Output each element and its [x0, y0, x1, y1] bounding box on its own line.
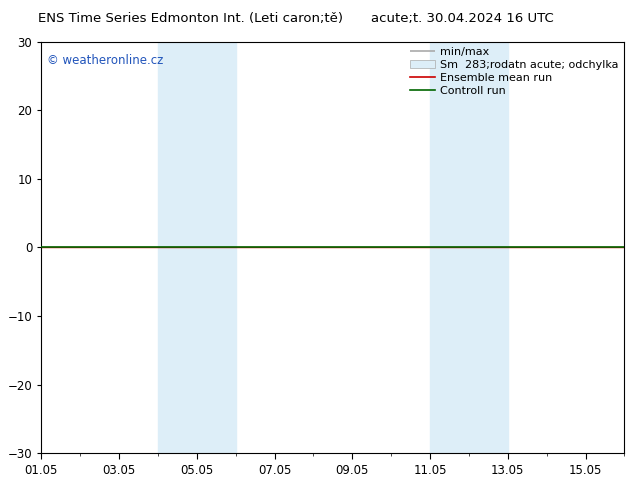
Text: acute;t. 30.04.2024 16 UTC: acute;t. 30.04.2024 16 UTC — [372, 12, 554, 25]
Legend: min/max, Sm  283;rodatn acute; odchylka, Ensemble mean run, Controll run: min/max, Sm 283;rodatn acute; odchylka, … — [407, 44, 622, 99]
Text: ENS Time Series Edmonton Int. (Leti caron;tě): ENS Time Series Edmonton Int. (Leti caro… — [37, 12, 343, 25]
Bar — [158, 42, 236, 453]
Text: © weatheronline.cz: © weatheronline.cz — [47, 54, 164, 67]
Bar — [430, 42, 508, 453]
